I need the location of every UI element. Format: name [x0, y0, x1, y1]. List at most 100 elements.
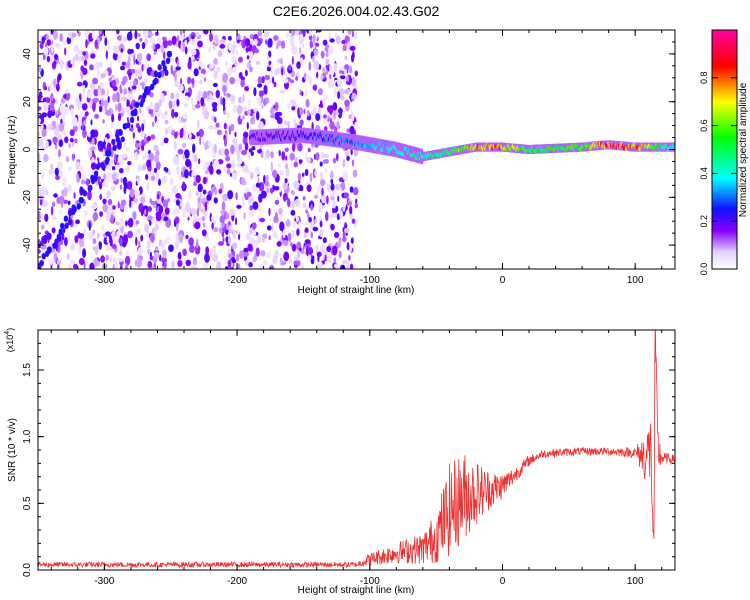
noise-speck	[290, 209, 296, 216]
noise-speck	[175, 192, 181, 199]
noise-speck	[217, 241, 224, 246]
streak-speck	[126, 122, 131, 129]
noise-speck	[119, 217, 124, 227]
noise-speck	[282, 182, 288, 190]
noise-speck	[127, 180, 133, 190]
noise-speck	[162, 39, 168, 49]
streak-speck	[76, 203, 82, 210]
noise-speck	[307, 147, 311, 153]
noise-speck	[320, 50, 325, 59]
noise-speck	[121, 107, 126, 115]
noise-speck	[319, 220, 323, 228]
noise-speck	[137, 246, 144, 255]
noise-speck	[213, 227, 219, 233]
noise-speck	[202, 207, 205, 216]
x-tick-label: 100	[627, 275, 644, 286]
noise-speck	[279, 221, 285, 232]
noise-speck	[197, 40, 203, 48]
noise-speck	[220, 96, 223, 105]
noise-speck	[123, 184, 127, 195]
noise-speck	[40, 224, 45, 230]
noise-speck	[341, 39, 346, 45]
noise-speck	[213, 159, 220, 169]
noise-speck	[250, 171, 254, 180]
noise-speck	[346, 261, 350, 269]
noise-speck	[149, 233, 155, 243]
noise-speck	[351, 218, 356, 224]
noise-speck	[94, 245, 99, 256]
noise-speck	[141, 63, 144, 72]
noise-speck	[129, 188, 135, 198]
noise-speck	[40, 51, 45, 56]
noise-speck	[64, 136, 69, 144]
noise-speck	[185, 234, 189, 240]
noise-speck	[340, 95, 345, 101]
noise-speck	[117, 54, 122, 64]
noise-speck	[124, 234, 128, 245]
noise-speck	[107, 96, 110, 103]
noise-speck	[116, 35, 123, 41]
noise-speck	[289, 200, 296, 209]
noise-speck	[102, 203, 109, 213]
noise-speck	[354, 84, 358, 89]
streak-speck	[39, 259, 44, 267]
noise-speck	[123, 37, 128, 42]
noise-speck	[281, 151, 286, 161]
noise-speck	[279, 57, 283, 65]
noise-speck	[332, 245, 338, 256]
noise-speck	[67, 166, 72, 172]
noise-speck	[171, 260, 175, 269]
noise-speck	[307, 254, 312, 261]
noise-speck	[176, 99, 180, 107]
noise-speck	[329, 121, 335, 130]
noise-speck	[123, 141, 127, 149]
noise-speck	[178, 204, 181, 210]
noise-speck	[265, 39, 268, 45]
y-tick-label: 20	[22, 96, 33, 108]
noise-speck	[221, 231, 225, 238]
noise-speck	[284, 147, 289, 153]
noise-speck	[45, 34, 49, 40]
noise-speck	[293, 161, 298, 168]
noise-speck	[59, 59, 64, 69]
noise-speck	[213, 70, 218, 80]
spectrogram-marks	[38, 30, 675, 269]
noise-speck	[109, 254, 112, 264]
noise-speck	[274, 101, 278, 112]
noise-speck	[167, 40, 173, 46]
noise-speck	[99, 193, 103, 200]
noise-speck	[306, 246, 309, 257]
noise-speck	[98, 105, 103, 113]
noise-speck	[162, 199, 169, 208]
noise-speck	[78, 237, 85, 248]
noise-speck	[246, 55, 250, 60]
noise-speck	[287, 103, 292, 109]
noise-speck	[200, 68, 206, 75]
noise-speck	[272, 169, 278, 179]
noise-speck	[270, 114, 276, 119]
noise-speck	[97, 157, 100, 162]
noise-speck	[81, 103, 88, 111]
streak-speck	[105, 156, 110, 163]
noise-speck	[83, 59, 88, 66]
noise-speck	[176, 35, 180, 42]
noise-speck	[38, 210, 42, 221]
noise-speck	[236, 230, 240, 235]
noise-speck	[283, 251, 290, 262]
noise-speck	[64, 91, 71, 101]
noise-speck	[73, 192, 76, 199]
noise-speck	[342, 231, 346, 239]
noise-speck	[49, 102, 55, 110]
noise-speck	[299, 33, 304, 39]
noise-speck	[53, 252, 57, 262]
noise-speck	[127, 230, 133, 239]
noise-speck	[274, 68, 279, 76]
noise-speck	[100, 98, 104, 108]
noise-speck	[260, 150, 264, 159]
noise-speck	[287, 30, 291, 36]
noise-speck	[320, 243, 326, 254]
noise-speck	[289, 99, 296, 105]
noise-speck	[102, 198, 107, 204]
noise-speck	[92, 102, 96, 112]
noise-speck	[253, 240, 258, 248]
